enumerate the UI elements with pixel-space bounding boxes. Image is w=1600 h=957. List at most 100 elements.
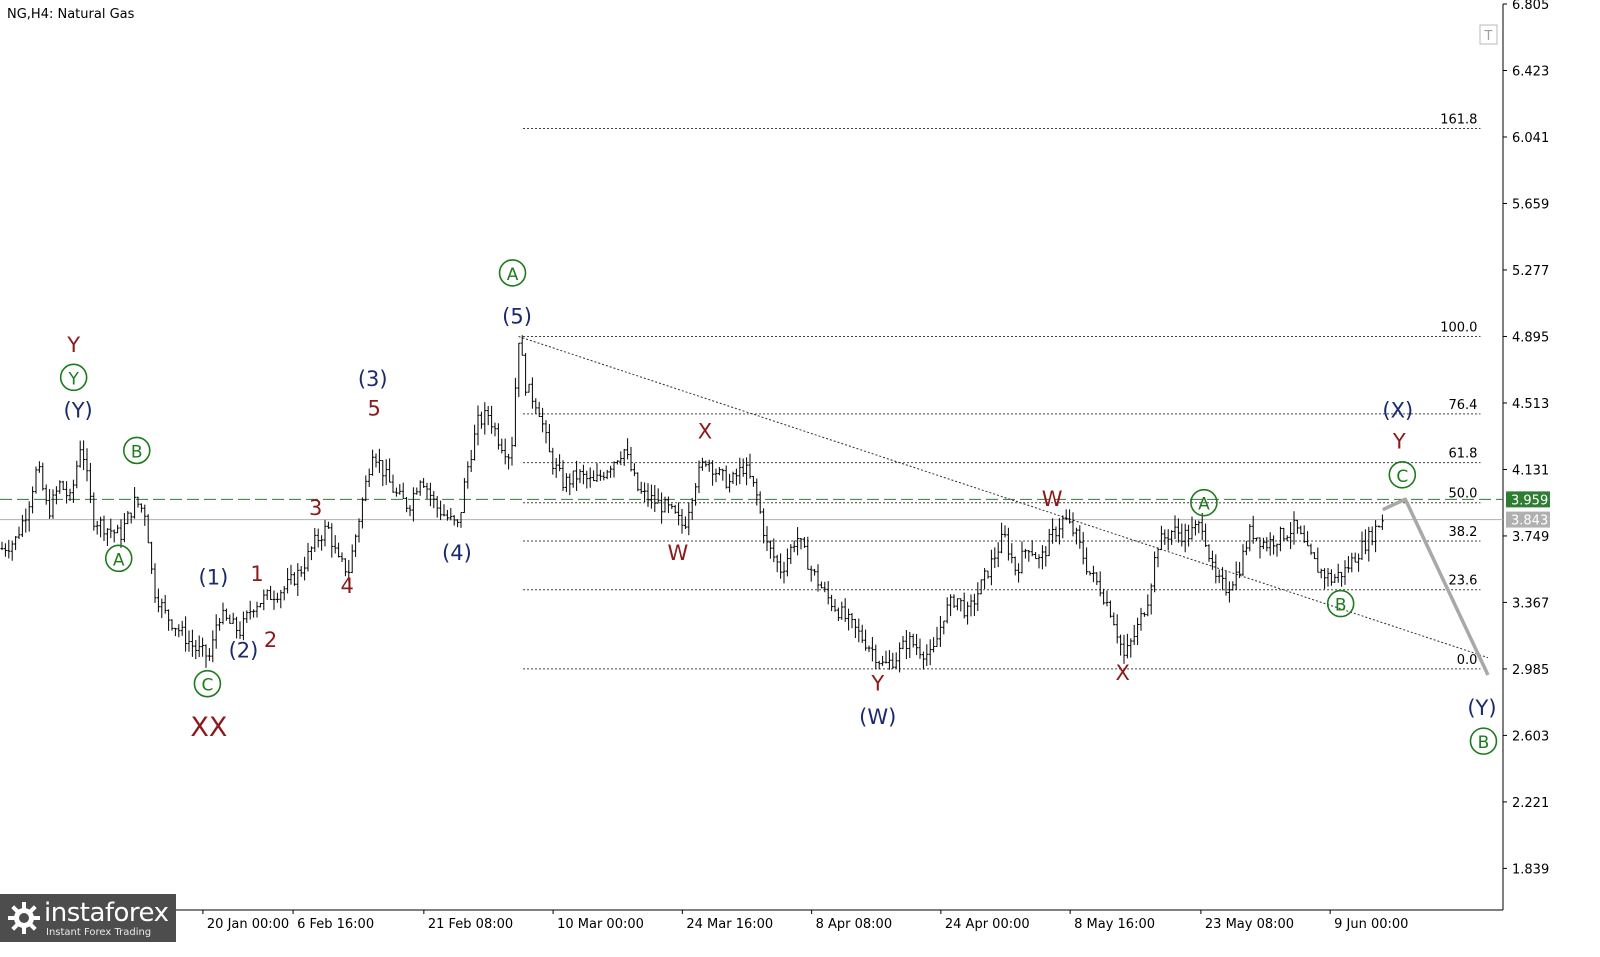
ohlc-bar [180,620,184,636]
ohlc-bar [615,460,619,465]
ohlc-bar [473,424,477,461]
ohlc-bar [500,438,504,454]
ohlc-bar [976,582,980,612]
y-axis: 6.805 6.423 6.041 5.659 5.277 4.895 4.513 4.131… [1503,0,1549,877]
ohlc-bar [656,488,660,504]
ohlc-bar [925,644,929,667]
ohlc-bar [272,590,276,610]
ohlc-bar [136,496,140,508]
ohlc-bar [71,479,75,503]
ohlc-bar [456,519,460,528]
y-tick-label: 4.513 [1512,397,1549,412]
ohlc-bar [316,528,320,548]
ohlc-bar [146,514,150,544]
wave-label-text: B [1335,596,1347,616]
ohlc-bar [1326,567,1330,587]
ohlc-bar [962,592,966,619]
ohlc-bar [847,608,851,631]
y-tick-label: 6.041 [1512,131,1549,146]
ohlc-bar [1312,552,1316,560]
ohlc-bar [877,660,881,670]
ohlc-bar [663,496,667,513]
ohlc-bar [683,516,687,530]
y-tick-label: 5.659 [1512,197,1549,212]
ohlc-bar [1129,638,1133,658]
wave-label-circled: A [1190,488,1218,517]
ohlc-bar [3,543,7,557]
wave-circle [59,363,88,392]
wave-label-circled: B [1469,727,1498,755]
ohlc-bar [639,481,643,494]
ohlc-bar [228,614,232,624]
ohlc-bar [724,465,728,489]
ohlc-bar [751,475,755,487]
ohlc-bar [1088,571,1092,576]
ohlc-bar [503,438,507,465]
ohlc-bar [1125,633,1129,659]
wave-label-text: A [1198,495,1210,515]
ohlc-bar [41,462,45,491]
wave-label: X [1116,661,1130,685]
ohlc-bar [887,650,891,670]
ohlc-bar [840,601,844,620]
ohlc-bar [422,478,426,488]
ohlc-bar [1231,581,1235,591]
ohlc-bar [1370,526,1374,546]
ohlc-bar [1044,546,1048,567]
ohlc-bar [714,468,718,483]
wave-label: 1 [250,562,263,586]
ohlc-bar [286,568,290,594]
wave-label: (2) [229,639,259,663]
ohlc-bar [619,451,623,466]
ohlc-bar [989,549,993,586]
ohlc-bar [588,467,592,488]
ohlc-bar [445,509,449,521]
ohlc-bar [928,639,932,666]
ohlc-bar [1360,531,1364,560]
ohlc-bar [1183,523,1187,553]
wave-circle [1469,727,1498,755]
ohlc-bar [1051,518,1055,544]
ohlc-bar [1023,548,1027,559]
ohlc-bar [697,460,701,494]
ohlc-bar [1000,522,1004,554]
ohlc-bar [1102,588,1106,605]
ohlc-bar [1085,547,1089,575]
wave-label-text: B [131,442,143,462]
ohlc-bar [364,475,368,502]
ohlc-bar [231,612,235,624]
svg-text:T: T [1484,29,1493,44]
ohlc-bar [1057,518,1061,545]
y-tick-label: 2.221 [1512,796,1549,811]
ohlc-bar [1193,520,1197,536]
ohlc-bar [517,342,521,398]
ohlc-bar [983,568,987,589]
ohlc-bar [133,487,137,519]
ohlc-bar [972,593,976,617]
ohlc-bar [796,527,800,556]
ohlc-bar [833,599,837,612]
chart-shift-icon[interactable]: T [1479,24,1498,45]
wave-label: Y [1392,430,1406,454]
wave-label-circled: B [1326,589,1355,618]
ohlc-bar [891,652,895,669]
ohlc-bar [350,544,354,574]
ohlc-bar [864,629,868,651]
ohlc-bar [942,620,946,635]
ohlc-bar [643,482,647,503]
wave-label: 4 [341,574,354,598]
ohlc-bar [160,598,164,619]
ohlc-bar [755,478,759,506]
ohlc-bar [904,630,908,660]
ohlc-bar [782,561,786,584]
ohlc-bar [1081,532,1085,565]
ohlc-bar [867,645,871,653]
ohlc-bar [82,440,86,470]
y-tick-label: 6.423 [1512,64,1549,79]
ohlc-bar [979,579,983,595]
x-tick-label: 10 Mar 00:00 [557,917,644,932]
ohlc-bar [354,534,358,557]
ohlc-bar [694,483,698,506]
wave-label: (4) [442,541,472,565]
ohlc-bar [459,511,463,528]
